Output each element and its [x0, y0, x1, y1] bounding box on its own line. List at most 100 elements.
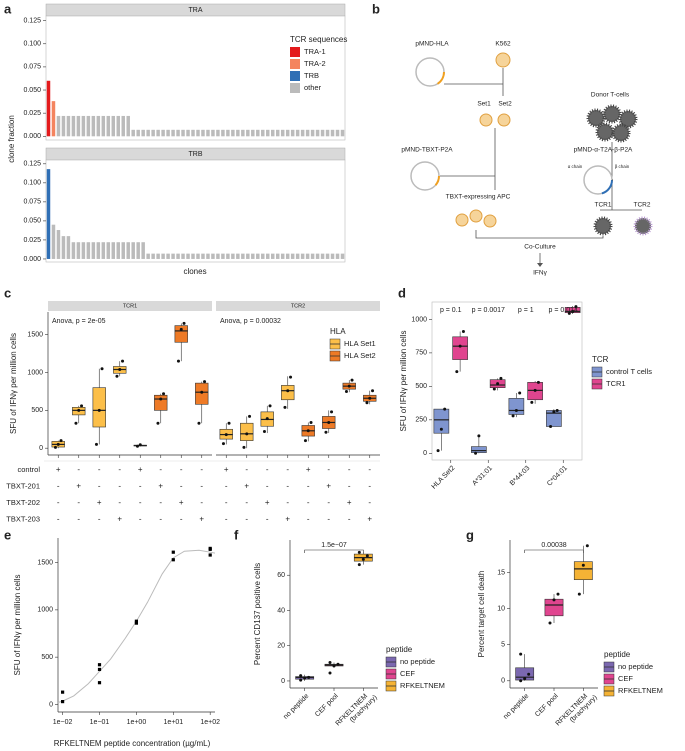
bar — [305, 253, 310, 259]
point — [289, 375, 293, 379]
legend-title: peptide — [604, 650, 631, 659]
bar — [340, 129, 345, 137]
bar — [71, 242, 76, 259]
point — [61, 699, 65, 704]
y-tick-label: 250 — [415, 417, 427, 424]
table-cell: + — [179, 498, 184, 507]
point — [268, 404, 272, 408]
point — [286, 389, 290, 393]
diagram-text: K562 — [495, 41, 511, 48]
bar — [290, 253, 295, 259]
table-cell: + — [306, 465, 311, 474]
box — [154, 394, 168, 411]
y-tick-label: 0 — [281, 678, 285, 685]
point — [134, 619, 139, 623]
table-cell: - — [245, 465, 248, 474]
point — [208, 553, 212, 557]
point — [443, 407, 447, 411]
x-tick-label: HLA Set2 — [431, 465, 457, 491]
table-cell: - — [327, 515, 330, 524]
bar — [191, 129, 195, 137]
bar — [216, 253, 220, 259]
point — [530, 400, 534, 404]
bar — [221, 129, 225, 137]
bar — [310, 253, 315, 259]
x-axis-title: RFKELTNEM peptide concentration (µg/mL) — [54, 739, 211, 748]
x-tick-label: 1e+00 — [127, 719, 147, 726]
point — [357, 550, 361, 554]
point — [552, 598, 556, 602]
x-tick-label: RFKELTNEM(brachyury) — [334, 689, 378, 733]
bar — [221, 253, 225, 259]
bar — [116, 242, 121, 259]
bar — [176, 253, 180, 259]
y-tick-label: 20 — [277, 643, 285, 650]
bar — [111, 115, 116, 137]
diagram-text: TBXT-expressing APC — [446, 194, 511, 201]
table-cell: - — [245, 515, 248, 524]
table-cell: - — [98, 482, 101, 491]
point — [365, 554, 369, 558]
point — [477, 434, 481, 438]
point — [61, 690, 65, 694]
bar — [106, 115, 111, 137]
bar — [295, 129, 300, 137]
point — [162, 392, 166, 396]
table-cell: - — [200, 498, 203, 507]
point — [118, 368, 122, 372]
point — [77, 408, 81, 412]
point — [56, 442, 60, 446]
table-cell: + — [97, 498, 102, 507]
y-tick-label: 5 — [501, 642, 505, 649]
point — [171, 558, 175, 562]
table-cell: - — [118, 482, 121, 491]
bar — [335, 129, 340, 137]
bar — [251, 253, 255, 259]
y-tick-label: 500 — [415, 383, 427, 390]
y-tick-label: 0 — [501, 678, 505, 685]
point — [227, 421, 231, 425]
bar — [266, 129, 270, 137]
bar — [186, 129, 190, 137]
bar — [61, 115, 66, 137]
table-cell: - — [327, 465, 330, 474]
point — [328, 671, 332, 675]
point — [53, 445, 57, 449]
point — [327, 420, 331, 424]
bar — [81, 115, 86, 137]
point — [307, 675, 311, 679]
table-cell: - — [327, 498, 330, 507]
point — [330, 410, 334, 414]
bar — [166, 253, 170, 259]
significance-bracket — [304, 549, 364, 553]
y-tick-label: 10 — [497, 605, 505, 612]
plasmid — [410, 161, 440, 191]
point — [581, 563, 585, 567]
bar — [51, 101, 56, 137]
bar — [270, 129, 275, 137]
table-cell: + — [76, 482, 81, 491]
plot-panel — [45, 159, 346, 263]
table-cell: - — [368, 465, 371, 474]
table-cell: - — [200, 465, 203, 474]
point — [197, 421, 201, 425]
panel-label: a — [4, 1, 12, 16]
bar — [131, 129, 135, 137]
x-tick-label: B*44:03 — [509, 465, 532, 488]
bar — [96, 115, 101, 137]
annotation: p = 1 — [518, 307, 534, 314]
point — [208, 546, 212, 551]
point — [299, 674, 303, 678]
bar — [116, 115, 121, 137]
panel-label: g — [466, 527, 474, 542]
point — [121, 359, 125, 363]
bar — [86, 242, 91, 259]
diagram-text: Donor T-cells — [591, 92, 630, 99]
cell — [495, 52, 511, 68]
bar — [71, 115, 76, 137]
diagram-text: pMND-TBXT-P2A — [401, 147, 453, 154]
table-cell: - — [286, 482, 289, 491]
bar — [216, 129, 220, 137]
table-cell: - — [77, 465, 80, 474]
bar — [101, 242, 106, 259]
